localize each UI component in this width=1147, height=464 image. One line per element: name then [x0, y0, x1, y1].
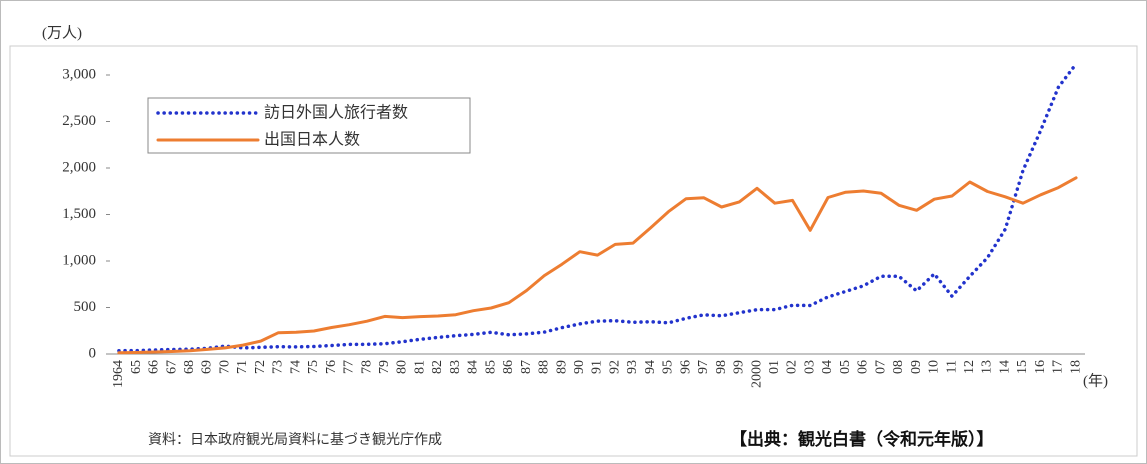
- x-tick-label: 12: [962, 360, 977, 374]
- x-tick-label: 78: [359, 360, 374, 374]
- x-tick-label: 89: [554, 360, 569, 374]
- series-line: [117, 62, 1078, 353]
- x-tick-label: 08: [891, 360, 906, 374]
- x-tick-label: 07: [873, 360, 888, 374]
- x-tick-label: 70: [217, 360, 232, 374]
- x-tick-label: 66: [147, 360, 162, 374]
- x-tick-label: 2000: [749, 360, 764, 388]
- x-tick-label: 09: [909, 360, 924, 374]
- x-tick-label: 80: [395, 360, 410, 374]
- x-tick-label: 82: [430, 360, 445, 374]
- x-tick-label: 85: [483, 360, 498, 374]
- x-tick-label: 74: [288, 360, 303, 374]
- y-tick-label: 3,000: [62, 66, 96, 82]
- x-tick-label: 93: [625, 360, 640, 374]
- x-tick-label: 72: [253, 360, 268, 374]
- note: 資料：日本政府観光局資料に基づき観光庁作成: [148, 431, 442, 448]
- y-axis-label: (万人): [42, 24, 82, 41]
- x-tick-label: 01: [767, 360, 782, 374]
- x-tick-label: 99: [732, 360, 747, 374]
- x-tick-label: 97: [696, 360, 711, 374]
- x-tick-label: 04: [820, 360, 835, 374]
- x-tick-label: 67: [164, 360, 179, 374]
- x-tick-label: 73: [271, 360, 286, 374]
- x-tick-label: 96: [678, 360, 693, 374]
- legend-label: 訪日外国人旅行者数: [264, 103, 408, 122]
- x-tick-label: 11: [944, 360, 959, 373]
- x-tick-label: 06: [856, 360, 871, 374]
- plot-frame: [9, 45, 1138, 457]
- x-tick-label: 87: [519, 360, 534, 374]
- x-tick-label: 84: [466, 360, 481, 374]
- legend-label: 出国日本人数: [264, 130, 360, 149]
- x-tick-label: 71: [235, 360, 250, 374]
- source: 【出典：観光白書（令和元年版）】: [730, 429, 994, 450]
- x-tick-label: 98: [714, 360, 729, 374]
- y-tick-label: 1,500: [62, 206, 96, 222]
- y-tick-label: 0: [89, 345, 97, 361]
- x-tick-label: 75: [306, 360, 321, 374]
- x-tick-label: 03: [802, 360, 817, 374]
- x-tick-label: 15: [1015, 360, 1030, 374]
- series-line: [117, 176, 1078, 355]
- x-tick-label: 81: [412, 360, 427, 374]
- x-tick-label: 17: [1051, 360, 1066, 374]
- x-tick-label: 77: [342, 360, 357, 374]
- y-tick-label: 500: [74, 299, 97, 315]
- x-tick-label: 86: [501, 360, 516, 374]
- y-tick-label: 2,000: [62, 159, 96, 175]
- y-tick-label: 1,000: [62, 252, 96, 268]
- x-tick-label: 88: [537, 360, 552, 374]
- x-tick-label: 02: [785, 360, 800, 374]
- x-tick-label: 94: [643, 360, 658, 374]
- x-axis-label: (年): [1083, 372, 1108, 389]
- x-tick-label: 76: [324, 360, 339, 374]
- x-tick-label: 1964: [111, 360, 126, 388]
- x-tick-label: 68: [182, 360, 197, 374]
- x-tick-label: 79: [377, 360, 392, 374]
- x-tick-label: 18: [1068, 360, 1083, 374]
- x-tick-label: 95: [661, 360, 676, 374]
- x-tick-label: 13: [980, 360, 995, 374]
- legend-box: [147, 97, 471, 154]
- y-tick-label: 2,500: [62, 113, 96, 129]
- x-tick-label: 83: [448, 360, 463, 374]
- x-tick-label: 69: [200, 360, 215, 374]
- x-tick-label: 14: [997, 360, 1012, 374]
- x-tick-label: 16: [1033, 360, 1048, 374]
- x-tick-label: 91: [590, 360, 605, 374]
- x-tick-label: 05: [838, 360, 853, 374]
- x-tick-label: 90: [572, 360, 587, 374]
- x-tick-label: 10: [927, 360, 942, 374]
- x-tick-label: 92: [607, 360, 622, 374]
- x-tick-label: 65: [129, 360, 144, 374]
